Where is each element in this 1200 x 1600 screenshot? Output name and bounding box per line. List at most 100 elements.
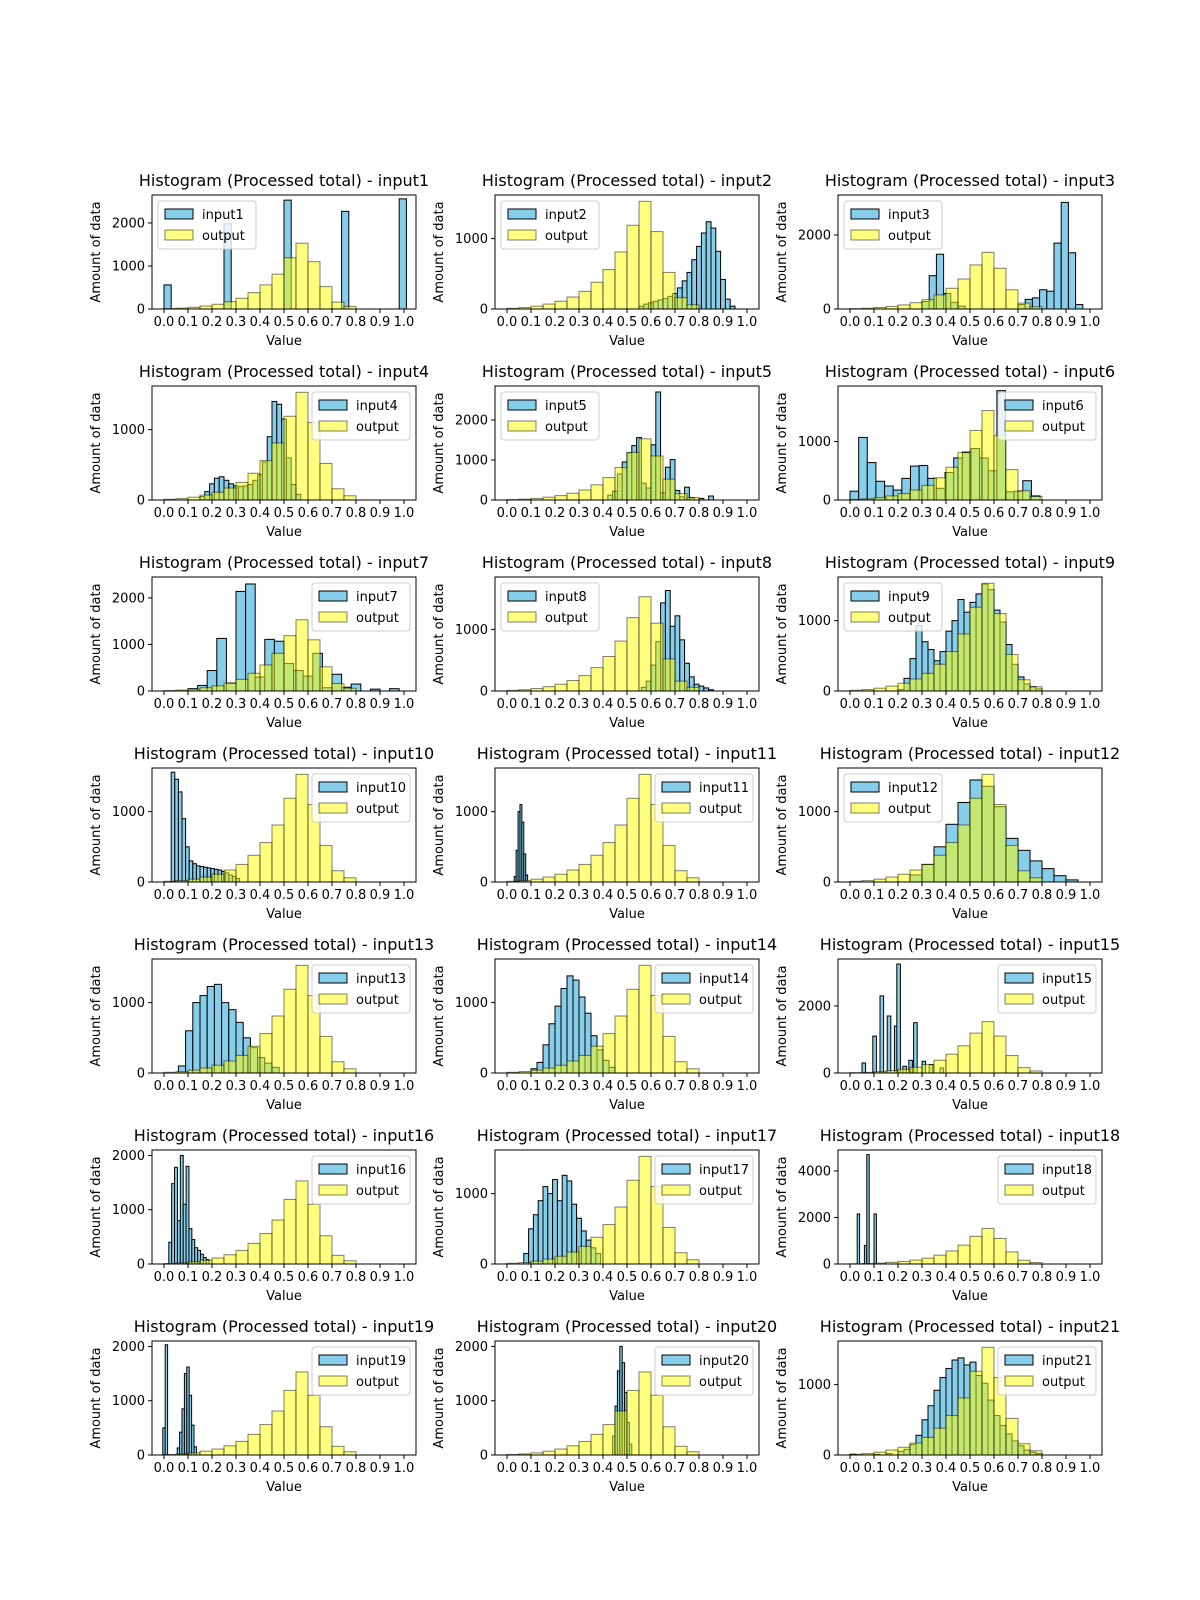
output-bar [921,1257,935,1264]
legend: input16 output [311,1155,411,1205]
legend-label-output: output [545,229,588,244]
x-axis-label: Value [952,1480,988,1495]
legend: input15 output [997,964,1097,1014]
output-bar [1029,1450,1043,1455]
x-tick-label: 0.0 [497,1079,518,1094]
x-tick-label: 0.5 [274,1461,295,1476]
chart-title: Histogram (Processed total) - input11 [477,744,777,763]
output-bar [319,666,333,691]
x-tick-label: 1.0 [737,315,758,330]
output-bar [283,415,297,500]
output-bar [1005,844,1019,882]
output-bar [319,1235,333,1264]
output-bar [590,484,604,500]
output-bar [614,640,628,691]
input-bar [206,985,215,1073]
output-bar [283,1389,297,1455]
x-tick-label: 0.7 [665,1270,686,1285]
x-tick-label: 0.4 [250,315,271,330]
y-axis-label: Amount of data [89,583,104,684]
x-tick-label: 1.0 [737,1270,758,1285]
x-axis-label: Value [609,1480,645,1495]
legend-swatch-output [318,802,348,814]
output-bar [602,1424,616,1455]
x-tick-label: 0.6 [641,888,662,903]
x-tick-label: 0.3 [226,1079,247,1094]
x-tick-label: 0.4 [250,1270,271,1285]
legend-swatch-input [1004,1354,1034,1366]
x-tick-label: 0.3 [569,1079,590,1094]
legend: input7 output [311,582,411,632]
output-bar [283,797,297,882]
legend-swatch-output [164,229,194,241]
input-bar [861,1062,867,1073]
output-bar [933,1427,947,1455]
x-tick-label: 0.2 [888,506,909,521]
x-tick-label: 0.9 [1056,315,1077,330]
output-bar [993,1237,1007,1264]
input-bar [710,227,717,309]
x-tick-label: 0.4 [593,697,614,712]
x-tick-label: 0.3 [226,1270,247,1285]
y-tick-label: 0 [480,303,488,318]
y-axis-label: Amount of data [775,1347,790,1448]
y-tick-label: 1000 [112,1394,145,1409]
legend-label-output: output [1042,993,1085,1008]
y-axis-label: Amount of data [89,201,104,302]
x-tick-label: 0.5 [617,1461,638,1476]
legend-swatch-input [507,208,537,220]
output-bar [578,1440,592,1455]
output-bar [662,478,676,500]
legend-label-output: output [699,1375,742,1390]
subplot-20: 0.0 0.1 0.2 0.3 0.4 0.5 0.6 0.7 0.8 0.9 1.0 0 1000 20… [432,1317,777,1495]
x-tick-label: 1.0 [1080,1270,1101,1285]
chart-title: Histogram (Processed total) - input6 [825,362,1115,381]
x-tick-label: 0.6 [641,315,662,330]
legend-label-input: input20 [699,1354,749,1369]
output-bar [211,685,225,691]
chart-title: Histogram (Processed total) - input1 [139,171,429,190]
input-bar [873,1213,877,1264]
x-tick-label: 0.9 [713,1079,734,1094]
output-bar [199,1067,213,1073]
output-bar [602,477,616,500]
x-tick-label: 0.7 [1008,315,1029,330]
plot-area [506,1155,700,1264]
y-axis-label: Amount of data [775,1156,790,1257]
output-bar [993,613,1007,691]
legend-label-output: output [356,802,399,817]
x-tick-label: 0.0 [154,1270,175,1285]
legend: input2 output [500,200,600,250]
chart-title: Histogram (Processed total) - input5 [482,362,772,381]
output-bar [885,685,899,691]
output-bar [686,304,700,309]
x-tick-label: 0.3 [226,888,247,903]
x-tick-label: 0.9 [1056,1461,1077,1476]
y-tick-label: 2000 [798,999,831,1014]
y-tick-label: 0 [137,1449,145,1464]
input-bar [866,462,877,500]
output-bar [319,286,333,309]
x-tick-label: 0.5 [617,1079,638,1094]
input-bar [1075,304,1084,309]
input-bar [523,853,527,882]
output-bar [969,1235,983,1264]
output-bar [1017,679,1031,691]
legend-swatch-input [1004,399,1034,411]
x-tick-label: 0.2 [202,506,223,521]
x-tick-label: 0.8 [1032,506,1053,521]
input-bar [548,1023,556,1073]
x-tick-label: 0.9 [370,888,391,903]
x-tick-label: 0.6 [298,697,319,712]
output-bar [993,1035,1007,1073]
x-tick-label: 0.8 [346,697,367,712]
x-tick-label: 0.3 [569,888,590,903]
plot-area [849,201,1084,309]
y-tick-label: 1000 [455,996,488,1011]
x-tick-label: 1.0 [394,1461,415,1476]
output-bar [674,870,688,882]
x-tick-label: 1.0 [394,888,415,903]
subplot-17: 0.0 0.1 0.2 0.3 0.4 0.5 0.6 0.7 0.8 0.9 1.0 0 1000 Hi… [432,1126,777,1304]
input-bar [1065,879,1079,882]
output-bar [578,675,592,691]
